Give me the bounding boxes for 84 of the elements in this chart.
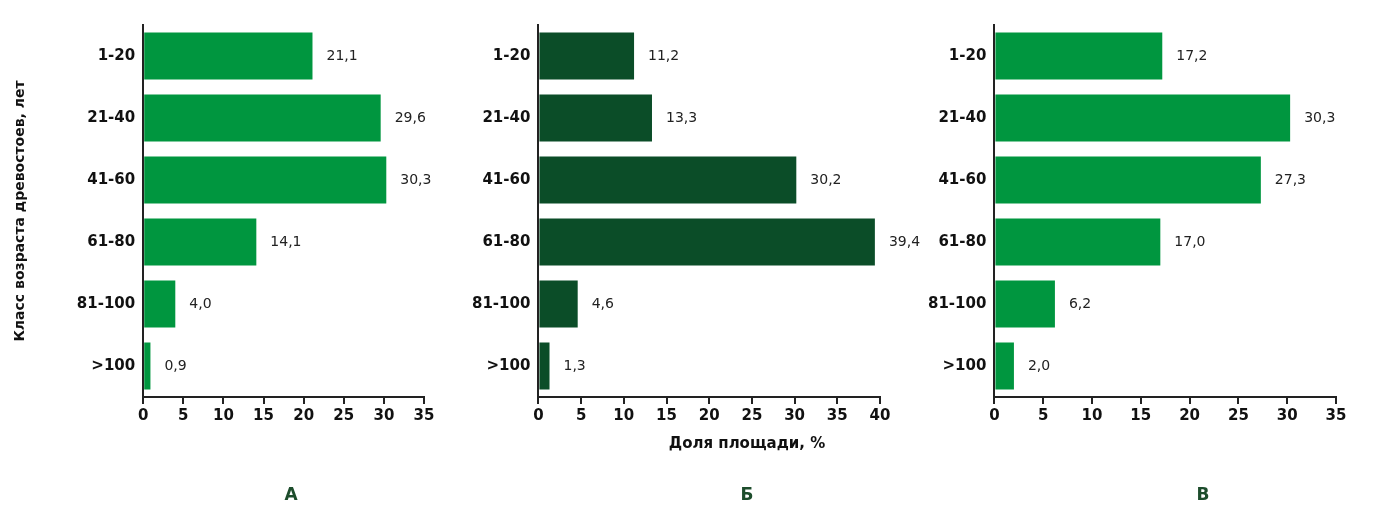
x-tick-label: 10: [1081, 405, 1103, 424]
bar: [144, 342, 151, 390]
x-tick-label: 40: [869, 405, 891, 424]
bar: [144, 32, 313, 80]
y-tick-label: >100: [486, 355, 531, 374]
y-tick-label: 1-20: [492, 45, 531, 64]
data-label: 29,6: [394, 108, 426, 125]
x-tick-label: 25: [333, 405, 355, 424]
data-label: 39,4: [888, 232, 921, 249]
bar: [144, 218, 257, 266]
bar: [995, 94, 1291, 142]
bar: [995, 218, 1161, 266]
y-tick-label: 61-80: [938, 231, 987, 250]
x-tick-label: 35: [826, 405, 848, 424]
x-tick-label: 30: [784, 405, 806, 424]
data-label: 0,9: [164, 356, 187, 373]
bar: [539, 342, 550, 390]
x-tick-label: 0: [137, 405, 149, 424]
bar: [995, 280, 1055, 328]
bar: [539, 94, 652, 142]
y-tick-label: 21-40: [938, 107, 987, 126]
x-tick-label: 10: [613, 405, 635, 424]
data-label: 27,3: [1274, 170, 1307, 187]
x-tick-label: 0: [533, 405, 544, 424]
x-tick-label: 5: [575, 405, 587, 424]
bar: [144, 156, 387, 204]
y-axis-title: Класс возраста древостоев, лет: [11, 79, 28, 342]
y-tick-label: 21-40: [87, 107, 136, 126]
y-tick-label: 61-80: [482, 231, 531, 250]
bar: [539, 156, 797, 204]
x-axis-title: Доля площади, %: [667, 433, 826, 454]
x-tick-label: 35: [413, 405, 435, 424]
y-tick-label: 41-60: [938, 169, 987, 188]
data-label: 17,2: [1176, 46, 1208, 63]
x-tick-label: 10: [213, 405, 234, 424]
x-tick-label: 15: [253, 405, 274, 424]
data-label: 30,3: [400, 170, 432, 187]
bar: [144, 280, 176, 328]
x-tick-label: 0: [989, 405, 1000, 424]
x-tick-label: 25: [1227, 405, 1249, 424]
x-tick-label: 15: [656, 405, 677, 424]
data-label: 2,0: [1027, 356, 1051, 373]
data-label: 13,3: [665, 108, 698, 125]
text: А: [283, 483, 298, 504]
bar: [539, 32, 635, 80]
x-tick-label: 5: [1037, 405, 1049, 424]
x-tick-label: 30: [373, 405, 395, 424]
y-tick-label: >100: [91, 355, 136, 374]
data-label: 14,1: [270, 232, 302, 249]
x-tick-label: 25: [741, 405, 763, 424]
y-tick-label: 41-60: [482, 169, 531, 188]
data-label: 1,3: [563, 356, 586, 373]
bar: [995, 342, 1014, 390]
x-tick-label: 35: [1325, 405, 1347, 424]
bar: [539, 280, 578, 328]
y-tick-label: >100: [942, 355, 987, 374]
text: В: [1195, 483, 1210, 504]
data-label: 21,1: [326, 46, 358, 63]
data-label: 30,3: [1304, 108, 1336, 125]
x-tick-label: 30: [1276, 405, 1298, 424]
data-label: 11,2: [648, 46, 680, 63]
text: Б: [739, 483, 754, 504]
y-tick-label: 81-100: [927, 293, 987, 312]
x-tick-label: 20: [698, 405, 720, 424]
x-tick-label: 5: [178, 405, 189, 424]
y-tick-label: 1-20: [97, 45, 136, 64]
x-tick-label: 15: [1130, 405, 1152, 424]
data-label: 4,0: [189, 294, 212, 311]
x-tick-label: 20: [1179, 405, 1201, 424]
data-label: 4,6: [591, 294, 615, 311]
bar: [144, 94, 381, 142]
y-tick-label: 61-80: [87, 231, 136, 250]
bar: [995, 32, 1163, 80]
x-tick-label: 20: [293, 405, 315, 424]
y-tick-label: 21-40: [482, 107, 531, 126]
y-tick-label: 41-60: [87, 169, 136, 188]
data-label: 30,2: [810, 170, 842, 187]
data-label: 17,0: [1174, 232, 1206, 249]
y-tick-label: 81-100: [471, 293, 531, 312]
data-label: 6,2: [1068, 294, 1092, 311]
y-tick-label: 1-20: [948, 45, 987, 64]
bar: [995, 156, 1261, 204]
bar: [539, 218, 875, 266]
y-tick-label: 81-100: [76, 293, 136, 312]
